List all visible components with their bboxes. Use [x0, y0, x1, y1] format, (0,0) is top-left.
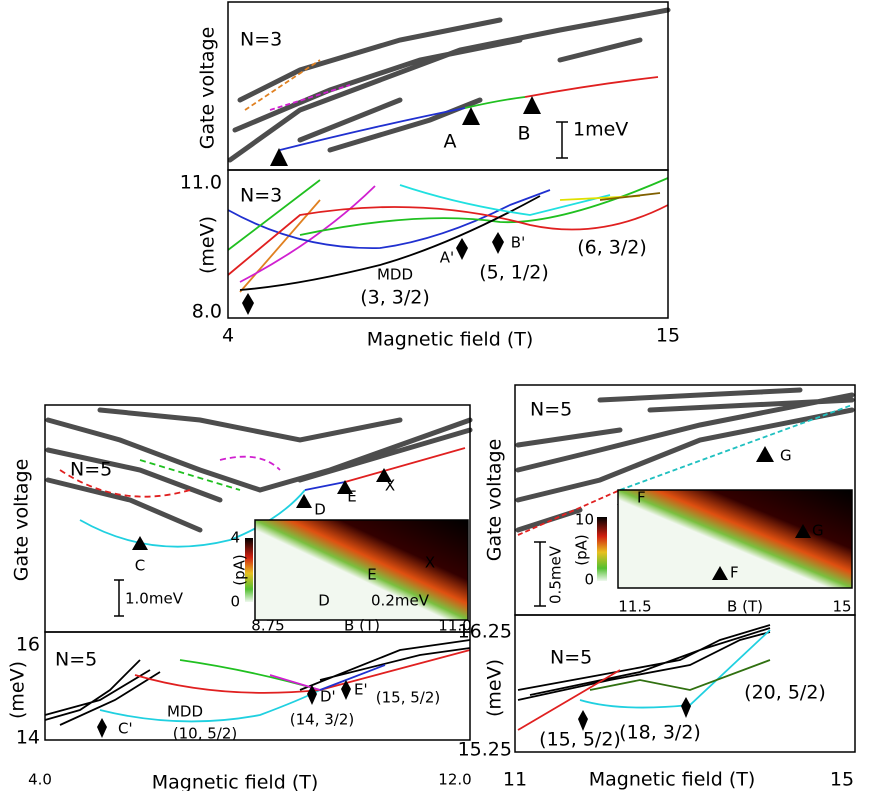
tick-label: 11: [503, 769, 527, 791]
label: D: [314, 501, 326, 519]
axis-label: (pA): [231, 554, 249, 586]
label: E: [347, 488, 356, 506]
axis-label: (meV): [197, 216, 219, 274]
tick-label: 8.0: [192, 301, 222, 323]
axis-label: Magnetic field (T): [367, 329, 534, 351]
label: X: [385, 477, 395, 495]
inset-frame: [254, 519, 469, 621]
scale-bar: [556, 121, 568, 159]
markers: [712, 524, 811, 580]
label: (10, 5/2): [173, 725, 237, 743]
texture: [45, 407, 473, 533]
tick-label: 14: [16, 727, 40, 749]
axis-label: (meV): [484, 659, 506, 717]
colorbar: [245, 538, 253, 602]
label: X: [425, 554, 435, 572]
label: E': [354, 681, 368, 699]
label: F: [730, 564, 739, 582]
label: (20, 5/2): [744, 682, 826, 704]
tick-label: 11.5: [618, 598, 651, 616]
tick-label: 10: [575, 511, 594, 529]
axis-label: B (T): [727, 598, 763, 616]
label: 1meV: [573, 119, 628, 141]
axis-label: Magnetic field (T): [589, 769, 756, 791]
inset-frame: [617, 489, 853, 589]
tick-label: 16: [16, 634, 40, 656]
top-panel: N=3 Gate voltage A B 1meV N=3 (meV) 11.0…: [180, 1, 680, 351]
tick-label: 15: [830, 769, 854, 791]
label: N=5: [530, 399, 572, 421]
label: (14, 3/2): [290, 711, 354, 729]
tick-label: 0: [584, 571, 594, 589]
plot-frame: [227, 169, 669, 319]
plot-frame: [514, 614, 856, 753]
label: (18, 3/2): [619, 722, 701, 744]
label: MDD: [167, 703, 203, 721]
axis-label: Magnetic field (T): [152, 772, 319, 792]
label: A: [444, 131, 457, 153]
label: G: [780, 447, 792, 465]
label: (6, 3/2): [577, 237, 647, 259]
texture: [227, 7, 671, 163]
texture: [515, 387, 855, 533]
tick-label: 0: [230, 593, 240, 611]
tick-label: 15.25: [458, 739, 512, 761]
axis-label: (meV): [7, 661, 29, 719]
axis-label: Gate voltage: [484, 439, 506, 562]
label: 0.5meV: [547, 545, 565, 604]
tick-label: 4.0: [28, 771, 52, 789]
label: F: [637, 489, 646, 507]
tick-label: 11.0: [438, 617, 471, 635]
label: (15, 5/2): [376, 689, 440, 707]
label: C': [118, 720, 133, 738]
axis-label: Gate voltage: [11, 459, 33, 582]
axis-label: B (T): [344, 617, 380, 635]
scale-bar: [114, 579, 124, 617]
left-panel: N=5 Gate voltage C D E X 1.0meV 4 0 (pA)…: [7, 404, 473, 794]
label: D': [320, 688, 336, 706]
tick-label: 15: [832, 598, 851, 616]
tick-label: 15: [656, 325, 680, 347]
label: G: [812, 522, 824, 540]
label: 1.0meV: [125, 590, 184, 608]
axis-label: (pA): [573, 534, 591, 566]
tick-label: 11.0: [180, 172, 222, 194]
label: B': [511, 234, 525, 252]
tick-label: 4: [230, 529, 240, 547]
label: N=3: [240, 29, 282, 51]
axis-label: Gate voltage: [197, 27, 219, 150]
label: 0.2meV: [371, 592, 430, 610]
label: A': [440, 249, 454, 267]
markers: [270, 96, 541, 166]
tick-label: 4: [222, 325, 234, 347]
colorbar: [597, 517, 607, 581]
inset-image: [618, 490, 852, 588]
tick-label: 16.25: [458, 621, 512, 643]
label: (3, 3/2): [360, 287, 430, 309]
scale-bar: [534, 541, 546, 607]
label: N=3: [240, 185, 282, 207]
tick-label: 12.0: [438, 771, 471, 789]
plot-frame: [44, 631, 471, 741]
label: (5, 1/2): [479, 262, 549, 284]
label: (15, 5/2): [539, 729, 621, 751]
right-panel: N=5 Gate voltage G F 0.5meV 10 0 (pA) G …: [458, 384, 856, 791]
inset-image: [255, 520, 468, 620]
label: N=5: [55, 649, 97, 671]
label: MDD: [377, 266, 413, 284]
label: C: [135, 557, 145, 575]
label: N=5: [550, 647, 592, 669]
label: D: [318, 592, 330, 610]
tick-label: 8.75: [251, 617, 284, 635]
label: E: [367, 566, 376, 584]
label: B: [517, 123, 530, 145]
label: N=5: [70, 459, 112, 481]
